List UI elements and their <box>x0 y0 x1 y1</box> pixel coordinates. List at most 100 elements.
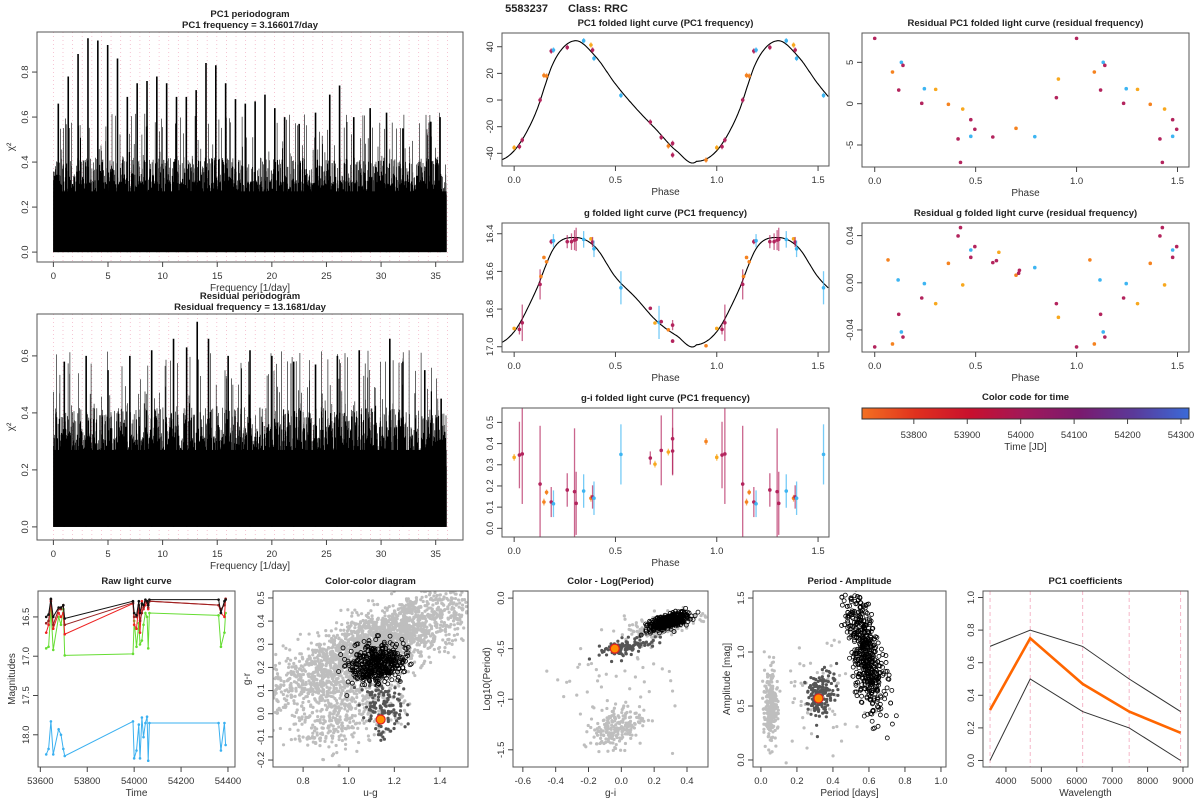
background-star <box>361 703 364 706</box>
background-star <box>468 600 471 603</box>
background-star <box>638 628 641 631</box>
background-star <box>444 633 447 636</box>
background-star <box>333 665 336 668</box>
background-star <box>453 656 456 659</box>
background-star <box>352 720 355 723</box>
background-star <box>377 710 380 713</box>
data-point <box>649 456 653 460</box>
background-star <box>430 644 433 647</box>
background-star <box>350 687 353 690</box>
background-star <box>669 679 672 682</box>
rrc-star <box>373 710 376 713</box>
background-star <box>611 732 614 735</box>
background-star <box>457 598 460 601</box>
background-star <box>325 664 328 667</box>
background-star <box>233 720 236 723</box>
background-star <box>330 719 333 722</box>
background-star <box>307 735 310 738</box>
series-point <box>52 623 55 626</box>
data-point <box>582 238 586 242</box>
background-star <box>367 711 370 714</box>
background-star <box>430 627 433 630</box>
background-star <box>445 597 448 600</box>
background-star <box>439 617 442 620</box>
background-star <box>475 589 478 592</box>
background-star <box>323 740 326 743</box>
data-point <box>793 48 797 52</box>
background-star <box>671 689 674 692</box>
background-star <box>290 738 293 741</box>
background-star <box>610 727 613 730</box>
background-star <box>329 657 332 660</box>
background-star <box>390 622 393 625</box>
background-star <box>424 636 427 639</box>
y-tick-label: 40 <box>485 41 496 52</box>
background-star <box>341 633 344 636</box>
background-star <box>223 710 226 713</box>
background-star <box>296 702 299 705</box>
data-point <box>659 320 663 324</box>
background-star <box>452 601 455 604</box>
background-star <box>402 610 405 613</box>
background-star <box>326 726 329 729</box>
x-axis-label: Phase <box>651 558 680 569</box>
y-tick-label: 17.0 <box>485 337 496 356</box>
rrc-star <box>371 700 374 703</box>
background-star <box>412 671 415 674</box>
panel-2: PC1 folded light curve (PC1 frequency)0.… <box>485 18 829 198</box>
background-star <box>487 598 490 601</box>
background-star <box>634 723 637 726</box>
background-star <box>351 735 354 738</box>
y-tick-label: 0.2 <box>20 200 31 213</box>
rrc-star <box>620 636 623 639</box>
rrc-star <box>386 698 389 701</box>
background-star <box>243 694 246 697</box>
x-tick-label: 1.0 <box>1070 361 1083 372</box>
data-point <box>667 144 671 148</box>
background-star <box>353 626 356 629</box>
background-star <box>621 633 624 636</box>
background-star <box>545 670 548 673</box>
background-star <box>432 637 435 640</box>
background-star <box>345 727 348 730</box>
y-tick-label: 0 <box>845 101 856 106</box>
background-star <box>427 656 430 659</box>
rrc-star <box>392 708 395 711</box>
rrc-star <box>625 640 628 643</box>
background-star <box>285 699 288 702</box>
data-point <box>538 98 542 102</box>
data-point <box>649 307 653 311</box>
background-star <box>446 585 449 588</box>
background-star <box>515 571 518 574</box>
background-star <box>472 621 475 624</box>
background-star <box>325 695 328 698</box>
series-point <box>148 722 151 725</box>
background-star <box>639 742 642 745</box>
background-star <box>330 740 333 743</box>
series-point <box>220 612 223 615</box>
series-point <box>47 748 50 751</box>
rrc-star <box>377 696 380 699</box>
background-star <box>318 718 321 721</box>
background-star <box>615 727 618 730</box>
background-star <box>292 662 295 665</box>
background-star <box>596 734 599 737</box>
data-point <box>545 491 549 495</box>
background-star <box>507 577 510 580</box>
background-star <box>372 603 375 606</box>
series-line <box>46 599 225 625</box>
background-star <box>287 678 290 681</box>
background-star <box>455 593 458 596</box>
rrc-star <box>397 693 400 696</box>
background-star <box>383 627 386 630</box>
series-point <box>142 623 145 626</box>
series-point <box>52 649 55 652</box>
rrc-star <box>370 714 373 717</box>
series-point <box>60 733 63 736</box>
background-star <box>365 727 368 730</box>
background-star <box>351 611 354 614</box>
background-star <box>432 594 435 597</box>
background-star <box>436 630 439 633</box>
background-star <box>614 702 617 705</box>
x-tick-label: 53800 <box>74 776 100 787</box>
